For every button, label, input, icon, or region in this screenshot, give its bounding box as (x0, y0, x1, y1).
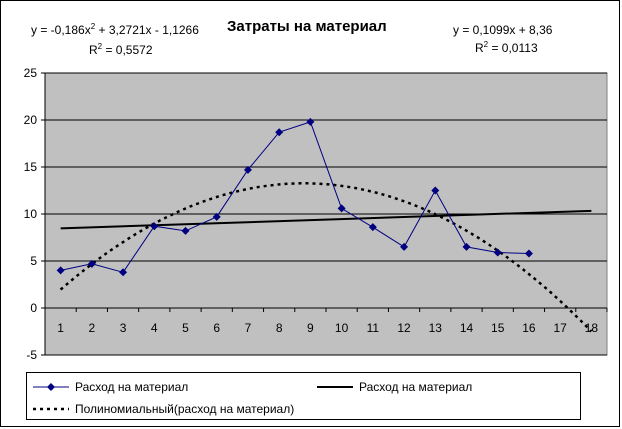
x-tick-label: 8 (276, 321, 283, 335)
y-tick-label: 0 (30, 301, 37, 315)
grid-layer (45, 72, 607, 356)
poly-equation-rest: + 3,2721x - 1,1266 (95, 23, 199, 37)
data-point-marker (243, 165, 252, 174)
data-point-marker (87, 259, 96, 268)
poly-r2-value: = 0,5572 (102, 43, 153, 57)
axis-layer (41, 72, 608, 356)
poly-r2-label: R (89, 43, 98, 57)
poly-r-squared: R2 = 0,5572 (89, 42, 153, 58)
series-line (60, 121, 529, 273)
data-point-marker (431, 186, 440, 195)
linear-equation: y = 0,1099x + 8,36 (453, 23, 553, 37)
legend-series-marker (47, 383, 55, 391)
data-point-marker (306, 117, 315, 126)
trend-layer (59, 182, 593, 333)
x-tick-label: 3 (120, 321, 127, 335)
linear-r2-label: R (475, 41, 484, 55)
data-point-marker (337, 204, 346, 213)
poly-equation: y = -0,186x2 + 3,2721x - 1,1266 (31, 22, 199, 38)
y-tick-label: 5 (30, 254, 37, 268)
y-tick-label: 25 (24, 66, 38, 80)
data-point-marker (462, 242, 471, 251)
data-point-marker (493, 248, 502, 257)
y-tick-label: -5 (26, 348, 37, 362)
chart-title: Затраты на материал (227, 18, 387, 35)
data-point-marker (524, 249, 533, 258)
x-tick-label: 17 (553, 321, 567, 335)
x-tick-label: 6 (213, 321, 220, 335)
poly-equation-text: y = -0,186x (31, 23, 91, 37)
y-tick-label: 10 (24, 207, 38, 221)
data-point-marker (400, 242, 409, 251)
data-point-marker (368, 223, 377, 232)
x-tick-label: 14 (460, 321, 474, 335)
data-point-marker (150, 222, 159, 231)
x-tick-label: 13 (429, 321, 443, 335)
data-point-marker (56, 266, 65, 275)
x-tick-label: 7 (245, 321, 252, 335)
linear-trendline (60, 209, 592, 230)
data-point-marker (181, 226, 190, 235)
data-point-marker (119, 268, 128, 277)
linear-r2-value: = 0,0113 (488, 41, 538, 55)
x-tick-label: 9 (307, 321, 314, 335)
legend-symbols (33, 383, 353, 411)
linear-r2-exponent: 2 (483, 40, 489, 49)
series-layer (56, 117, 533, 277)
x-tick-label: 5 (182, 321, 189, 335)
poly-r2-exponent: 2 (97, 42, 103, 51)
data-point-marker (212, 212, 221, 221)
poly-equation-exponent: 2 (90, 22, 96, 31)
data-point-marker (275, 128, 284, 137)
legend-label-poly: Полиномиальный(расход на материал) (75, 402, 295, 416)
x-tick-label: 12 (397, 321, 411, 335)
linear-r-squared: R2 = 0,0113 (475, 40, 538, 56)
x-tick-label: 18 (585, 321, 599, 335)
legend-label-linear: Расход на материал (359, 380, 473, 394)
y-tick-label: 20 (24, 113, 38, 127)
x-tick-label: 15 (491, 321, 505, 335)
x-tick-label: 2 (88, 321, 95, 335)
x-tick-label: 16 (522, 321, 536, 335)
y-tick-label: 15 (24, 160, 38, 174)
x-tick-label: 11 (367, 321, 380, 335)
x-tick-label: 10 (335, 321, 349, 335)
x-tick-label: 1 (57, 321, 64, 335)
legend: Расход на материал Расход на материал По… (26, 372, 581, 420)
legend-label-series: Расход на материал (75, 380, 189, 394)
x-tick-label: 4 (151, 321, 158, 335)
